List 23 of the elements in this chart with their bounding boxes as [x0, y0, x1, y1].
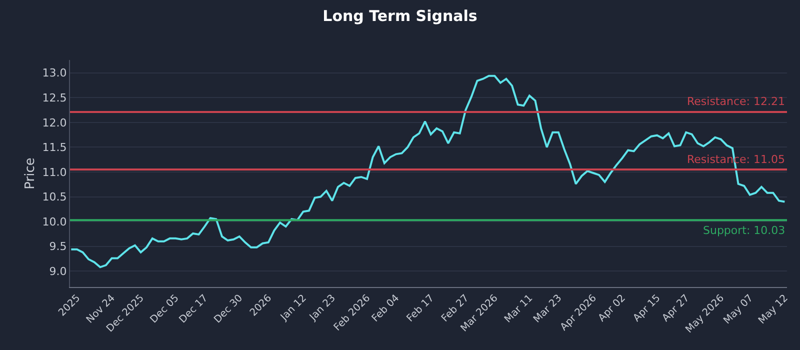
y-tick-label: 9.0 [49, 264, 67, 278]
ref-line-label: Support: 10.03 [703, 224, 786, 237]
x-tick-label: Jan 12 [278, 292, 309, 324]
x-tick-label: Apr 27 [660, 292, 692, 324]
y-axis-title: Price [23, 158, 38, 190]
x-tick-label: Apr 15 [631, 292, 663, 324]
x-tick-label: Dec 30 [212, 292, 246, 326]
y-tick-label: 13.0 [42, 66, 67, 80]
ref-line-label: Resistance: 12.21 [687, 95, 785, 108]
y-tick-label: 10.0 [42, 215, 67, 228]
y-tick-label: 11.5 [42, 141, 67, 154]
x-tick-label: Dec 17 [178, 292, 210, 326]
line-series [70, 74, 786, 268]
x-tick-label: Feb 04 [370, 292, 402, 324]
y-tick-label: 12.5 [42, 92, 67, 105]
x-tick-label: Feb 17 [404, 292, 436, 324]
y-tick-label: 11.0 [42, 166, 67, 179]
y-tick-label: 9.5 [49, 240, 67, 254]
x-tick-label: Jan 23 [307, 292, 338, 324]
y-tick-label: 10.5 [42, 190, 67, 204]
y-tick-label: 12.0 [42, 116, 67, 130]
x-tick-label: Apr 02 [596, 292, 628, 324]
chart-title: Long Term Signals [322, 7, 478, 25]
